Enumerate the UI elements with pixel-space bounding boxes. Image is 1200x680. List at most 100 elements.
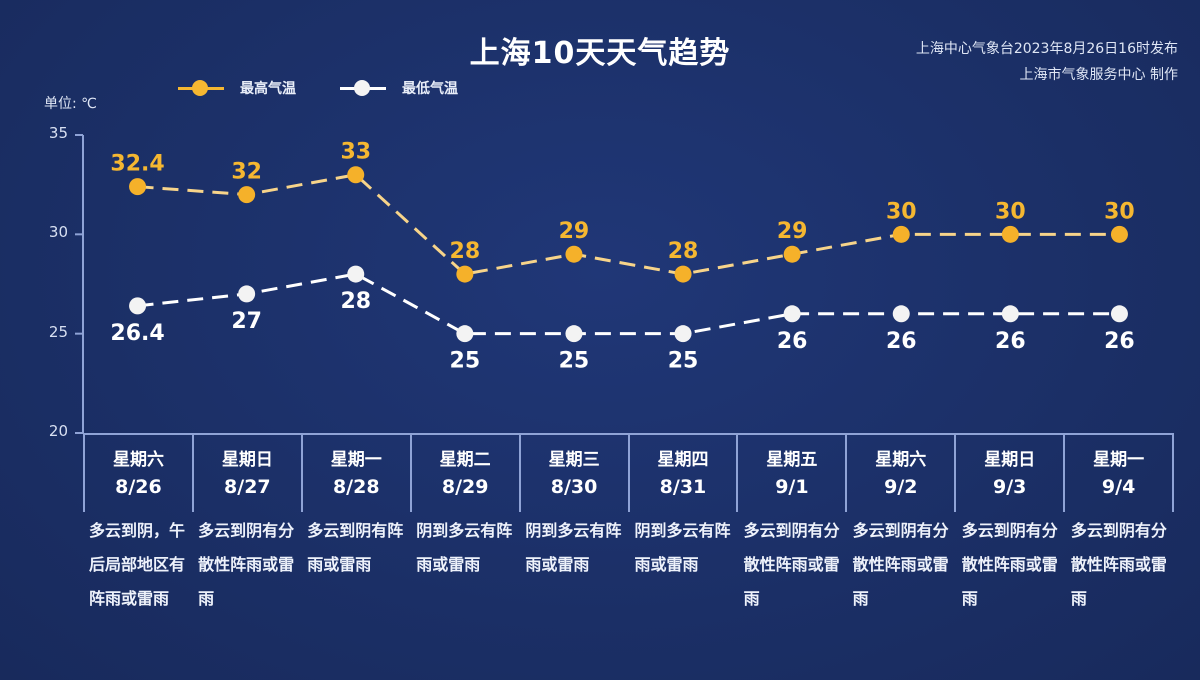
low-line-swatch-icon bbox=[340, 78, 386, 98]
high-temp-value-label: 29 bbox=[777, 219, 808, 244]
low-temp-point bbox=[565, 325, 583, 343]
low-temp-value-label: 28 bbox=[340, 289, 371, 314]
high-line-swatch-icon bbox=[178, 78, 224, 98]
y-tick-label: 25 bbox=[48, 322, 68, 341]
day-table: 星期六 8/26 星期日 8/27 星期一 8/28 星期二 8/29 星期三 8/30 星期四 8/… bbox=[83, 433, 1175, 512]
high-temp-line bbox=[137, 173, 1120, 276]
date-label: 8/27 bbox=[224, 475, 271, 498]
high-temp-point bbox=[783, 245, 801, 263]
weekday-label: 星期二 bbox=[439, 449, 491, 470]
high-temp-value-label: 33 bbox=[340, 140, 371, 165]
unit-label: 单位: ℃ bbox=[44, 96, 97, 112]
high-temp-value-label: 30 bbox=[1104, 199, 1135, 224]
low-temp-value-label: 26.4 bbox=[110, 321, 164, 346]
legend-label-low: 最低气温 bbox=[402, 81, 458, 97]
high-temp-value-label: 28 bbox=[668, 239, 699, 264]
day-cell: 星期三 8/30 bbox=[521, 435, 630, 512]
date-label: 9/4 bbox=[1101, 475, 1136, 498]
legend-item-low: 最低气温 bbox=[340, 78, 458, 98]
day-cell: 星期日 8/27 bbox=[194, 435, 303, 512]
high-temp-point bbox=[1110, 225, 1128, 243]
low-temp-point bbox=[783, 305, 801, 323]
low-temp-point bbox=[674, 325, 692, 343]
low-temp-point bbox=[238, 285, 256, 303]
low-temp-point bbox=[456, 325, 474, 343]
low-temp-value-label: 26 bbox=[995, 329, 1026, 354]
low-temp-value-label: 27 bbox=[231, 309, 262, 334]
low-temp-point bbox=[1001, 305, 1019, 323]
high-temp-point bbox=[674, 265, 692, 283]
legend-item-high: 最高气温 bbox=[178, 78, 296, 98]
weather-description: 多云到阴有分散性阵雨或雷雨 bbox=[961, 521, 1058, 608]
weekday-label: 星期一 bbox=[1093, 449, 1145, 470]
low-temp-value-label: 26 bbox=[886, 329, 917, 354]
high-temp-value-label: 32 bbox=[231, 160, 262, 185]
weather-descriptions: 多云到阴，午后局部地区有阵雨或雷雨 多云到阴有分散性阵雨或雷雨 多云到阴有阵雨或雷雨… bbox=[83, 514, 1174, 616]
weather-description: 多云到阴有分散性阵雨或雷雨 bbox=[198, 521, 295, 608]
chart-title: 上海10天天气趋势 bbox=[469, 36, 731, 71]
date-label: 8/31 bbox=[659, 475, 707, 498]
producer-credit: 上海市气象服务中心 制作 bbox=[1019, 67, 1178, 83]
day-cell: 星期一 9/4 bbox=[1065, 435, 1175, 512]
high-temp-value-label: 30 bbox=[995, 199, 1026, 224]
date-label: 9/1 bbox=[775, 475, 809, 498]
date-label: 8/26 bbox=[115, 475, 162, 498]
date-label: 9/3 bbox=[993, 475, 1027, 498]
weekday-label: 星期三 bbox=[548, 449, 600, 470]
weekday-label: 星期六 bbox=[112, 449, 164, 470]
high-temp-value-label: 28 bbox=[450, 239, 481, 264]
date-label: 8/30 bbox=[550, 475, 598, 498]
date-label: 9/2 bbox=[884, 475, 918, 498]
low-temp-point bbox=[1110, 305, 1128, 323]
high-temp-point bbox=[565, 245, 583, 263]
low-temp-point bbox=[892, 305, 910, 323]
day-cell: 星期日 9/3 bbox=[956, 435, 1066, 512]
day-cell: 星期六 8/26 bbox=[83, 435, 194, 512]
weather-description: 阴到多云有阵雨或雷雨 bbox=[525, 521, 622, 574]
high-temp-point bbox=[129, 178, 147, 196]
weekday-label: 星期日 bbox=[221, 449, 273, 470]
weekday-label: 星期六 bbox=[875, 449, 927, 470]
high-temp-point bbox=[456, 265, 474, 283]
high-temp-point bbox=[238, 186, 256, 204]
day-cell: 星期五 9/1 bbox=[738, 435, 848, 512]
low-temp-point bbox=[347, 265, 365, 283]
low-temp-line bbox=[137, 272, 1120, 336]
weekday-label: 星期五 bbox=[766, 449, 818, 470]
date-label: 8/28 bbox=[332, 475, 380, 498]
day-cell: 星期一 8/28 bbox=[303, 435, 412, 512]
weather-description: 多云到阴有分散性阵雨或雷雨 bbox=[852, 521, 949, 608]
weather-description: 多云到阴有分散性阵雨或雷雨 bbox=[1070, 521, 1167, 608]
weekday-label: 星期一 bbox=[330, 449, 382, 470]
low-temp-value-label: 25 bbox=[450, 349, 481, 374]
high-temp-point bbox=[1001, 225, 1019, 243]
weather-description: 多云到阴有阵雨或雷雨 bbox=[307, 521, 404, 574]
low-temp-value-label: 25 bbox=[668, 349, 699, 374]
high-temp-value-label: 29 bbox=[559, 219, 590, 244]
weekday-label: 星期四 bbox=[657, 449, 709, 470]
day-cell: 星期四 8/31 bbox=[630, 435, 739, 512]
y-tick-label: 30 bbox=[48, 223, 68, 242]
weather-description: 多云到阴，午后局部地区有阵雨或雷雨 bbox=[89, 521, 186, 608]
weather-description: 多云到阴有分散性阵雨或雷雨 bbox=[743, 521, 840, 608]
high-temp-point bbox=[892, 225, 910, 243]
weekday-label: 星期日 bbox=[984, 449, 1036, 470]
y-tick-label: 35 bbox=[48, 124, 68, 142]
high-temp-value-label: 30 bbox=[886, 199, 917, 224]
day-cell: 星期六 9/2 bbox=[847, 435, 957, 512]
legend-label-high: 最高气温 bbox=[240, 81, 296, 97]
legend: 最高气温 最低气温 bbox=[178, 78, 502, 98]
weather-description: 阴到多云有阵雨或雷雨 bbox=[634, 521, 731, 574]
high-temp-value-label: 32.4 bbox=[110, 152, 164, 177]
publish-credit: 上海中心气象台2023年8月26日16时发布 bbox=[915, 41, 1178, 57]
high-temp-point bbox=[347, 166, 365, 184]
day-cell: 星期二 8/29 bbox=[412, 435, 521, 512]
y-tick-label: 20 bbox=[48, 422, 68, 440]
weather-description: 阴到多云有阵雨或雷雨 bbox=[416, 521, 513, 574]
low-temp-value-label: 25 bbox=[559, 349, 590, 374]
low-temp-value-label: 26 bbox=[777, 329, 808, 354]
low-temp-point bbox=[129, 297, 147, 315]
date-label: 8/29 bbox=[441, 475, 489, 498]
